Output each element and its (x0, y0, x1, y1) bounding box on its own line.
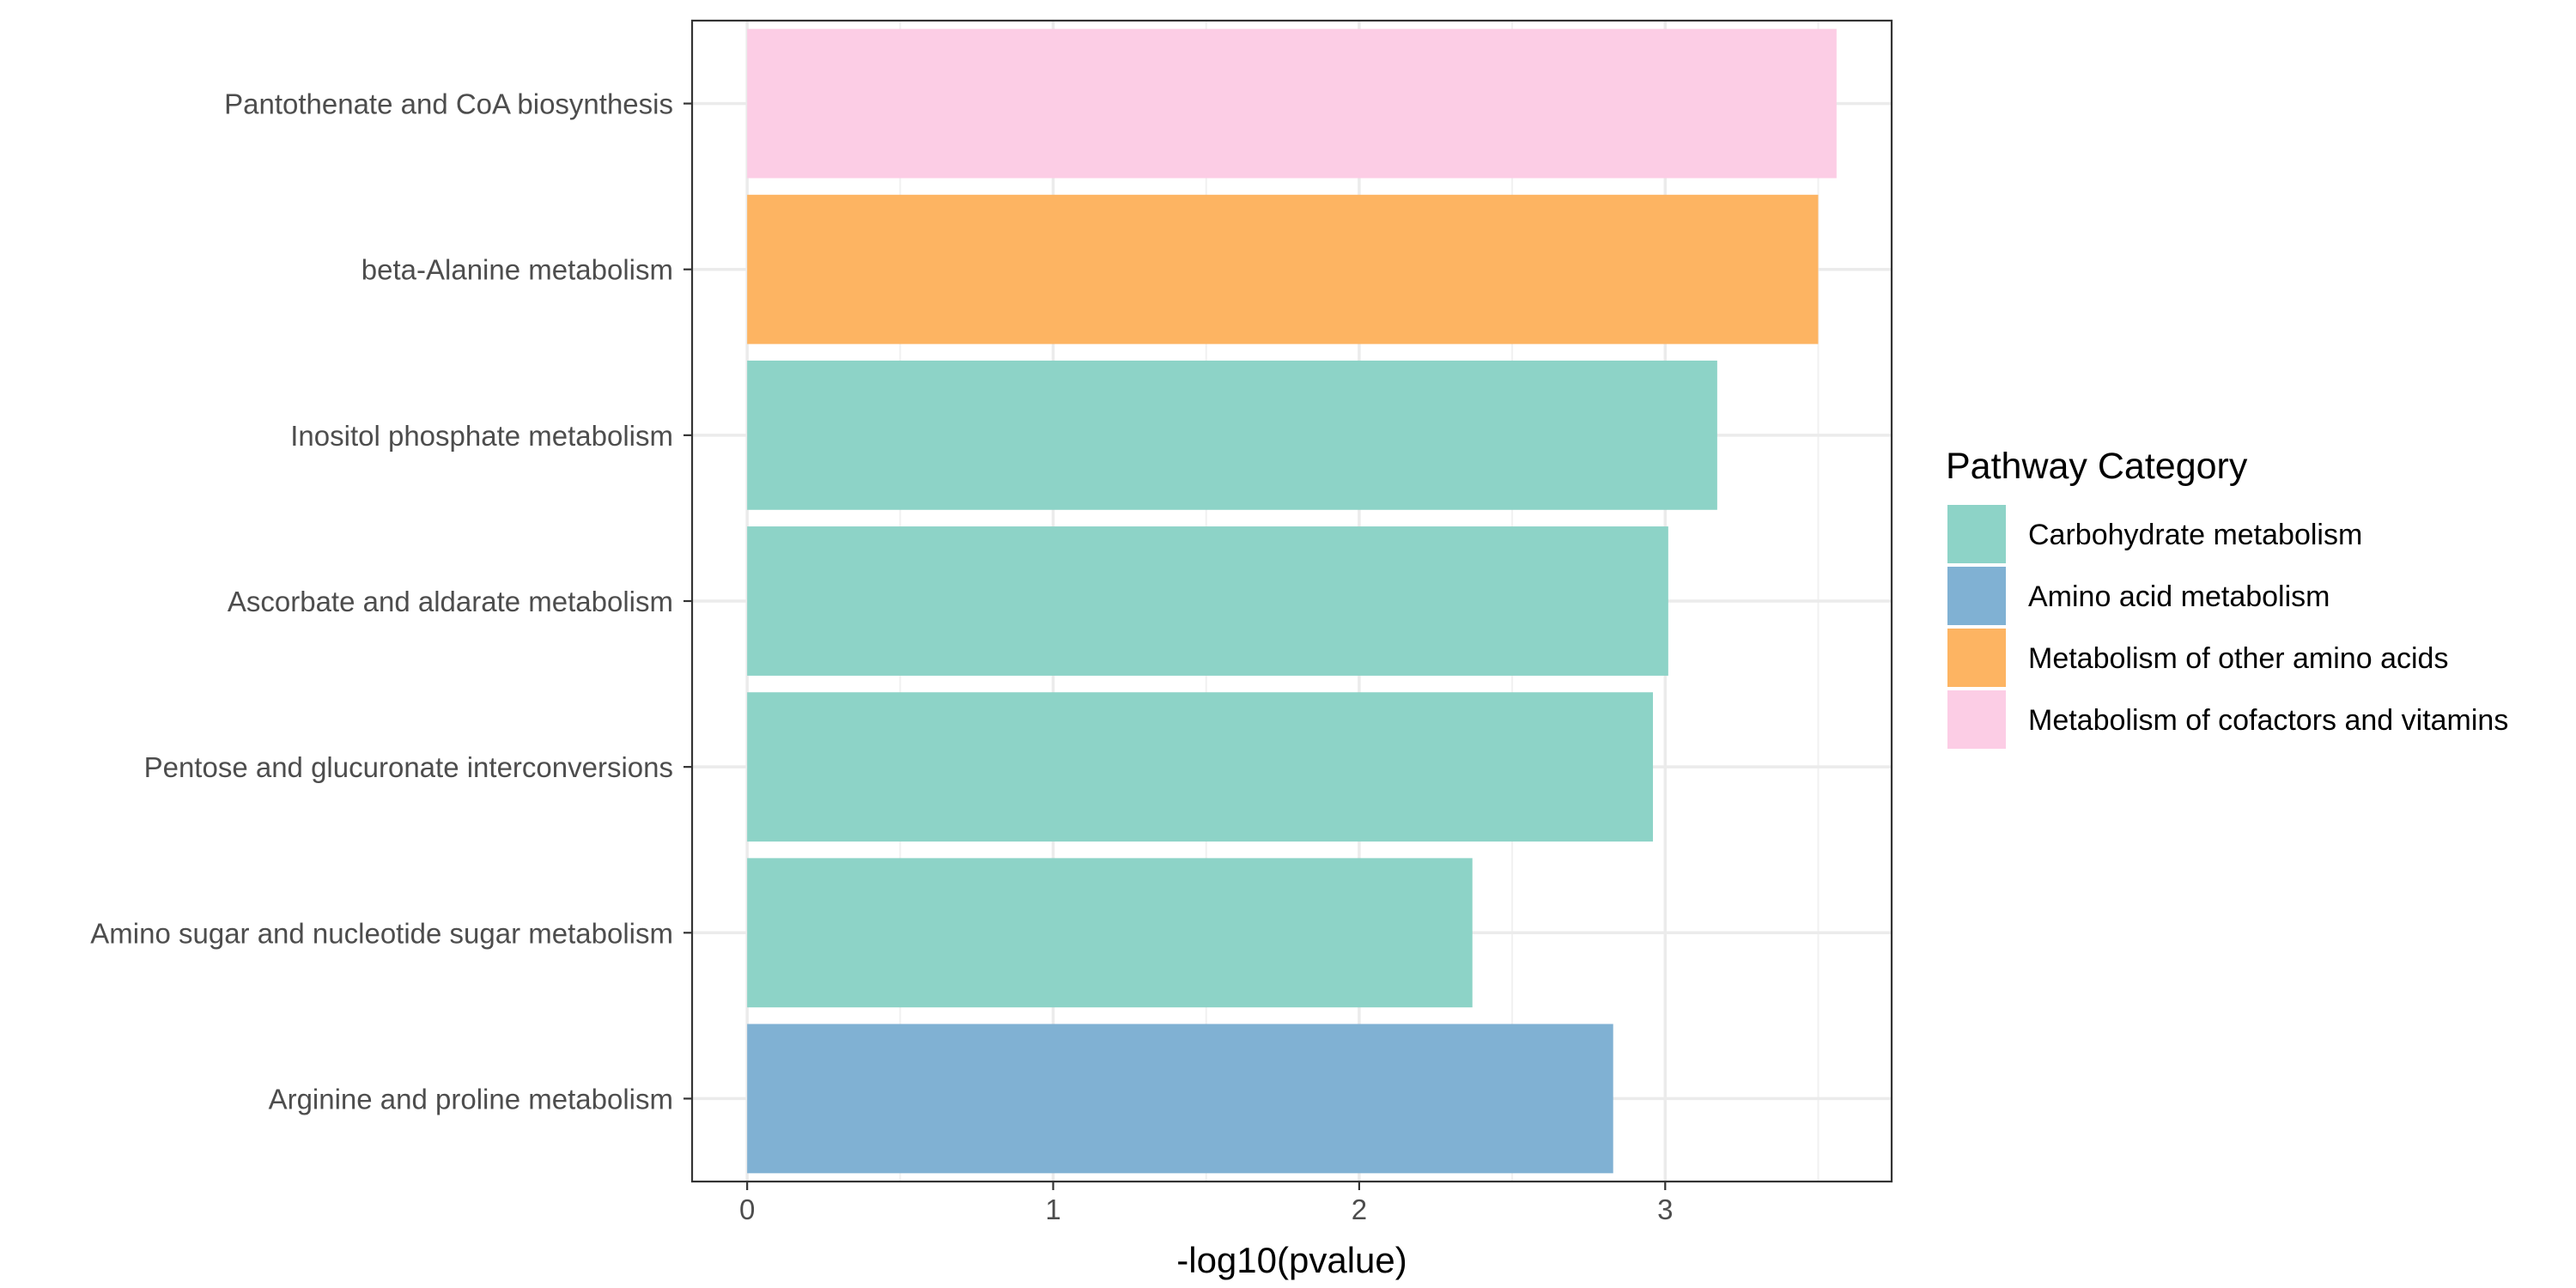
x-tick-label: 0 (739, 1194, 755, 1225)
legend-label: Carbohydrate metabolism (2028, 519, 2362, 551)
legend: Pathway Category Carbohydrate metabolism… (1946, 446, 2508, 749)
y-tick-label: Pentose and glucuronate interconversions (144, 751, 673, 783)
legend-key (1947, 690, 2006, 749)
y-tick-label: Inositol phosphate metabolism (290, 420, 673, 452)
bars (747, 28, 1837, 1174)
x-tick-label: 3 (1657, 1194, 1673, 1225)
legend-label: Metabolism of cofactors and vitamins (2028, 704, 2508, 737)
bar (747, 692, 1654, 842)
y-tick-label: Ascorbate and aldarate metabolism (228, 586, 673, 617)
x-tick-label: 1 (1045, 1194, 1060, 1225)
y-tick-label: Amino sugar and nucleotide sugar metabol… (90, 917, 673, 949)
legend-title: Pathway Category (1946, 446, 2248, 487)
y-axis: Pantothenate and CoA biosynthesis beta-Al… (90, 88, 692, 1115)
bar (747, 526, 1668, 676)
bar (747, 194, 1819, 344)
x-axis: 0 1 2 3 (739, 1182, 1673, 1225)
bar (747, 1024, 1613, 1174)
x-axis-title: -log10(pvalue) (1176, 1240, 1407, 1280)
y-tick-label: Arginine and proline metabolism (269, 1083, 673, 1115)
legend-key (1947, 505, 2006, 563)
bar (747, 28, 1837, 179)
legend-label: Amino acid metabolism (2028, 580, 2330, 613)
y-tick-label: beta-Alanine metabolism (361, 254, 673, 286)
legend-key (1947, 629, 2006, 687)
legend-label: Metabolism of other amino acids (2028, 642, 2448, 675)
bar (747, 858, 1473, 1008)
legend-key (1947, 567, 2006, 625)
y-tick-label: Pantothenate and CoA biosynthesis (224, 88, 673, 120)
x-tick-label: 2 (1352, 1194, 1367, 1225)
bar (747, 360, 1717, 510)
